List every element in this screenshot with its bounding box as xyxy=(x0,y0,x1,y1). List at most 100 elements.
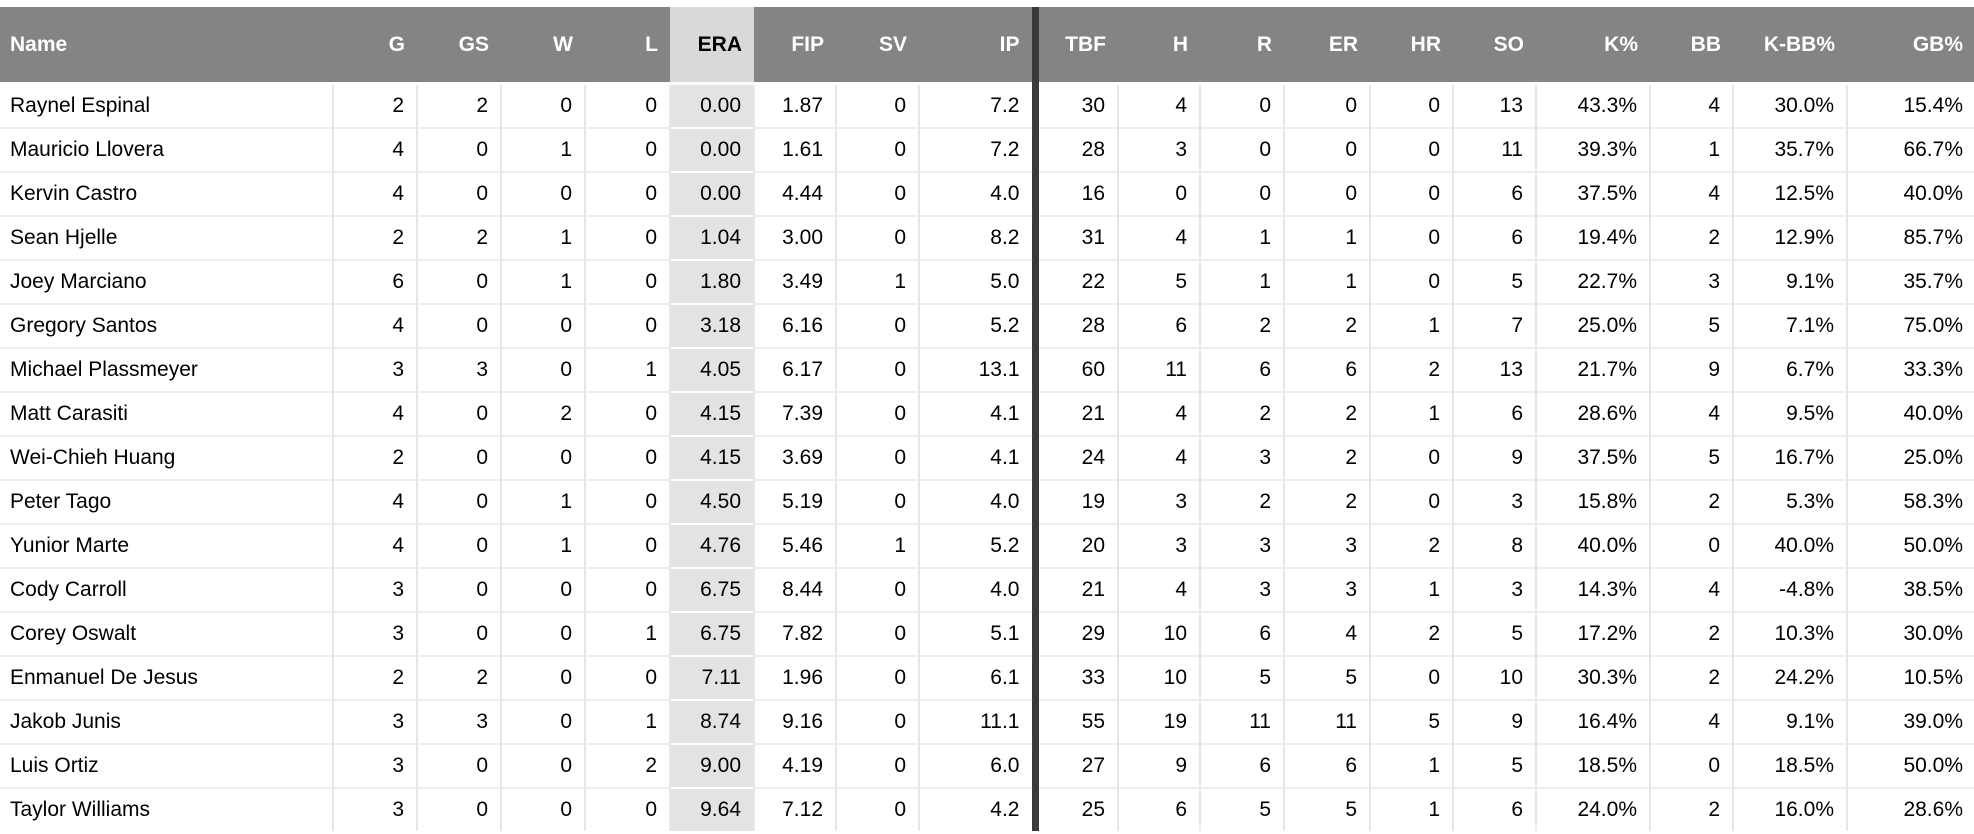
cell-sv: 0 xyxy=(835,699,919,744)
cell-kbbpct: 7.1% xyxy=(1732,303,1847,348)
cell-h: 9 xyxy=(1117,743,1200,788)
cell-w: 0 xyxy=(500,743,585,788)
cell-h: 4 xyxy=(1117,82,1200,128)
cell-kpct: 24.0% xyxy=(1535,787,1650,831)
cell-fip: 3.00 xyxy=(753,215,836,260)
cell-name[interactable]: Gregory Santos xyxy=(0,303,333,348)
cell-gs: 0 xyxy=(416,391,501,436)
cell-bb: 5 xyxy=(1649,435,1733,480)
cell-gs: 0 xyxy=(416,611,501,656)
column-header-hr[interactable]: HR xyxy=(1370,7,1453,85)
column-header-sv[interactable]: SV xyxy=(836,7,919,85)
cell-so: 9 xyxy=(1452,435,1536,480)
cell-h: 0 xyxy=(1117,171,1200,216)
cell-kpct: 19.4% xyxy=(1535,215,1650,260)
cell-hr: 0 xyxy=(1369,259,1453,304)
column-header-r[interactable]: R xyxy=(1200,7,1284,85)
cell-gbpct: 40.0% xyxy=(1846,171,1974,216)
cell-name[interactable]: Raynel Espinal xyxy=(0,82,333,128)
cell-r: 2 xyxy=(1199,479,1284,524)
cell-name[interactable]: Michael Plassmeyer xyxy=(0,347,333,392)
cell-l: 0 xyxy=(584,127,670,172)
cell-bb: 9 xyxy=(1649,347,1733,392)
cell-l: 0 xyxy=(584,479,670,524)
cell-name[interactable]: Matt Carasiti xyxy=(0,391,333,436)
cell-hr: 0 xyxy=(1369,127,1453,172)
cell-name[interactable]: Corey Oswalt xyxy=(0,611,333,656)
cell-name[interactable]: Enmanuel De Jesus xyxy=(0,655,333,700)
cell-sv: 0 xyxy=(835,171,919,216)
column-header-gs[interactable]: GS xyxy=(417,7,501,85)
column-header-er[interactable]: ER xyxy=(1284,7,1370,85)
cell-kpct: 40.0% xyxy=(1535,523,1650,568)
cell-ip: 5.2 xyxy=(918,303,1039,348)
cell-era: 1.04 xyxy=(669,215,754,260)
cell-so: 11 xyxy=(1452,127,1536,172)
cell-tbf: 25 xyxy=(1034,787,1118,831)
column-header-so[interactable]: SO xyxy=(1453,7,1536,85)
cell-w: 0 xyxy=(500,171,585,216)
cell-kbbpct: 10.3% xyxy=(1732,611,1847,656)
cell-gbpct: 85.7% xyxy=(1846,215,1974,260)
cell-l: 0 xyxy=(584,215,670,260)
column-header-g[interactable]: G xyxy=(333,7,417,85)
cell-fip: 1.87 xyxy=(753,82,836,128)
cell-so: 13 xyxy=(1452,347,1536,392)
table-row: Raynel Espinal 2 2 0 0 0.00 1.87 0 7.2 30 4 0 0 0 13 43… xyxy=(0,82,1974,128)
cell-bb: 2 xyxy=(1649,787,1733,831)
cell-era: 0.00 xyxy=(669,171,754,216)
cell-fip: 7.39 xyxy=(753,391,836,436)
cell-sv: 0 xyxy=(835,567,919,612)
cell-gs: 0 xyxy=(416,523,501,568)
cell-er: 1 xyxy=(1283,215,1370,260)
column-header-w[interactable]: W xyxy=(501,7,585,85)
cell-name[interactable]: Yunior Marte xyxy=(0,523,333,568)
cell-name[interactable]: Wei-Chieh Huang xyxy=(0,435,333,480)
cell-tbf: 16 xyxy=(1034,171,1118,216)
cell-w: 1 xyxy=(500,479,585,524)
column-header-kpct[interactable]: K% xyxy=(1536,7,1650,85)
cell-bb: 5 xyxy=(1649,303,1733,348)
column-header-tbf[interactable]: TBF xyxy=(1035,7,1118,85)
cell-name[interactable]: Taylor Williams xyxy=(0,787,333,831)
cell-name[interactable]: Mauricio Llovera xyxy=(0,127,333,172)
cell-w: 0 xyxy=(500,82,585,128)
cell-hr: 0 xyxy=(1369,435,1453,480)
cell-kbbpct: 6.7% xyxy=(1732,347,1847,392)
column-header-bb[interactable]: BB xyxy=(1650,7,1733,85)
cell-so: 3 xyxy=(1452,479,1536,524)
cell-name[interactable]: Peter Tago xyxy=(0,479,333,524)
cell-r: 2 xyxy=(1199,303,1284,348)
cell-tbf: 21 xyxy=(1034,391,1118,436)
column-header-h[interactable]: H xyxy=(1118,7,1200,85)
cell-bb: 2 xyxy=(1649,655,1733,700)
column-header-fip[interactable]: FIP xyxy=(754,7,836,85)
cell-l: 0 xyxy=(584,567,670,612)
column-header-era[interactable]: ERA xyxy=(670,7,754,85)
cell-gs: 0 xyxy=(416,567,501,612)
cell-name[interactable]: Joey Marciano xyxy=(0,259,333,304)
cell-w: 0 xyxy=(500,611,585,656)
cell-name[interactable]: Cody Carroll xyxy=(0,567,333,612)
cell-ip: 4.2 xyxy=(918,787,1039,831)
cell-sv: 0 xyxy=(835,391,919,436)
cell-er: 5 xyxy=(1283,787,1370,831)
cell-name[interactable]: Kervin Castro xyxy=(0,171,333,216)
column-header-name[interactable]: Name xyxy=(0,7,333,85)
cell-name[interactable]: Sean Hjelle xyxy=(0,215,333,260)
column-header-gbpct[interactable]: GB% xyxy=(1847,7,1974,85)
column-header-kbbpct[interactable]: K-BB% xyxy=(1733,7,1847,85)
cell-kbbpct: 9.1% xyxy=(1732,259,1847,304)
cell-sv: 0 xyxy=(835,655,919,700)
cell-kbbpct: 30.0% xyxy=(1732,82,1847,128)
column-header-l[interactable]: L xyxy=(585,7,670,85)
cell-name[interactable]: Luis Ortiz xyxy=(0,743,333,788)
cell-hr: 2 xyxy=(1369,611,1453,656)
cell-name[interactable]: Jakob Junis xyxy=(0,699,333,744)
cell-gs: 0 xyxy=(416,743,501,788)
cell-hr: 2 xyxy=(1369,523,1453,568)
column-header-ip[interactable]: IP xyxy=(919,7,1039,85)
cell-kpct: 16.4% xyxy=(1535,699,1650,744)
cell-so: 8 xyxy=(1452,523,1536,568)
cell-h: 4 xyxy=(1117,567,1200,612)
